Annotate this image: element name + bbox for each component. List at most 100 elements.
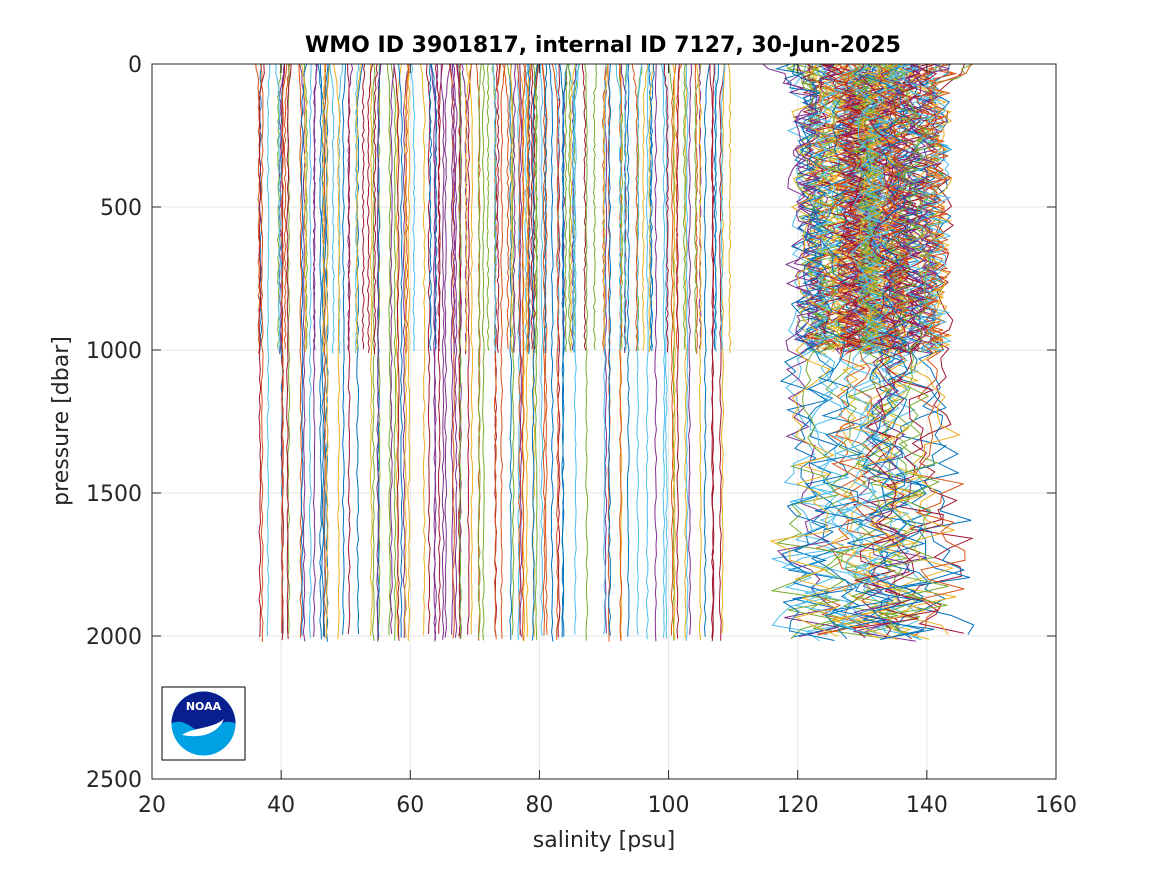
profile-line <box>557 64 561 638</box>
profile-line <box>481 63 486 641</box>
profile-line <box>444 63 452 638</box>
profile-line <box>672 63 676 640</box>
profile-line <box>688 63 693 635</box>
profile-line <box>516 63 522 635</box>
y-tick-label: 2000 <box>86 625 142 650</box>
profile-line <box>771 63 835 636</box>
profile-line <box>319 63 323 640</box>
profile-line <box>846 63 900 354</box>
profile-line <box>668 63 676 641</box>
profile-line <box>685 63 689 642</box>
profile-line <box>542 63 548 635</box>
profile-line <box>832 63 901 640</box>
profile-line <box>682 63 686 350</box>
profile-line <box>312 63 318 351</box>
profile-line <box>486 63 490 351</box>
profile-line <box>720 63 726 352</box>
x-tick-label: 20 <box>138 793 166 818</box>
profile-line <box>376 63 382 642</box>
profile-line <box>561 63 568 637</box>
x-tick-label: 140 <box>906 793 948 818</box>
profile-line <box>551 63 560 640</box>
profile-line <box>641 63 649 351</box>
profile-line <box>615 63 622 351</box>
x-axis-label: salinity [psu] <box>533 828 675 853</box>
profile-line <box>709 63 715 639</box>
x-tick-label: 60 <box>396 793 424 818</box>
profile-line <box>395 63 402 638</box>
profile-line <box>777 63 840 638</box>
profile-line <box>369 63 373 636</box>
profile-line <box>770 63 843 640</box>
profile-line <box>398 63 404 638</box>
profile-line <box>878 63 922 355</box>
profile-line <box>676 63 680 639</box>
profile-line <box>654 63 658 642</box>
profile-line <box>501 63 510 349</box>
profile-line <box>509 63 513 640</box>
x-tick-labels: 20 40 60 80 100 120 140 160 <box>138 793 1077 818</box>
profile-line <box>255 63 261 354</box>
profile-line <box>389 63 395 635</box>
profile-line <box>258 63 265 637</box>
profile-line <box>276 64 282 349</box>
profile-line <box>660 63 666 638</box>
profile-line <box>440 63 445 640</box>
profile-line <box>283 63 291 349</box>
x-tick-label: 100 <box>648 793 690 818</box>
profile-line <box>618 63 623 642</box>
profile-line <box>645 63 649 640</box>
profile-line <box>386 63 392 636</box>
y-tick-label: 1500 <box>86 482 142 507</box>
profile-line <box>361 63 366 350</box>
profile-line <box>533 63 538 641</box>
profile-line <box>631 63 639 351</box>
profile-line <box>531 63 539 641</box>
profile-line <box>703 63 711 637</box>
profile-line <box>670 63 677 636</box>
y-tick-label: 2500 <box>86 768 142 793</box>
profile-line <box>623 63 628 352</box>
plot-frame <box>151 63 1057 780</box>
profile-line <box>571 63 578 351</box>
profile-line <box>604 63 608 634</box>
profile-line <box>449 63 454 635</box>
profile-line <box>373 63 378 355</box>
profile-line <box>458 63 462 639</box>
profile-line <box>492 63 497 354</box>
profile-line <box>433 63 439 640</box>
profile-line <box>569 63 576 353</box>
x-tick-label: 40 <box>267 793 295 818</box>
profile-line <box>564 63 569 353</box>
y-tick-label: 1000 <box>86 339 142 364</box>
profile-line <box>584 63 589 641</box>
profile-line <box>495 63 500 353</box>
profile-line <box>260 63 264 642</box>
profile-line <box>608 63 612 636</box>
profile-line <box>393 63 400 641</box>
y-axis-label: pressure [dbar] <box>49 336 74 506</box>
profile-line <box>467 63 472 635</box>
noaa-logo: NOAA <box>161 686 246 761</box>
profile-line <box>437 63 443 634</box>
profile-line <box>390 63 397 641</box>
profile-line <box>779 63 835 641</box>
profile-line <box>477 63 482 639</box>
profile-line <box>281 63 288 634</box>
profile-line <box>769 63 839 637</box>
profile-line <box>341 63 347 635</box>
profile-line <box>333 63 341 640</box>
profile-line <box>663 63 668 639</box>
profile-line <box>451 63 458 638</box>
profile-line <box>323 63 327 637</box>
profile-line <box>832 63 864 355</box>
profile-line <box>521 63 527 641</box>
profile-line <box>895 63 975 635</box>
profile-series <box>255 63 975 642</box>
profile-line <box>366 63 374 354</box>
profile-line <box>519 63 523 638</box>
profile-line <box>329 63 335 354</box>
profile-line <box>410 63 416 352</box>
profile-line <box>405 63 410 354</box>
